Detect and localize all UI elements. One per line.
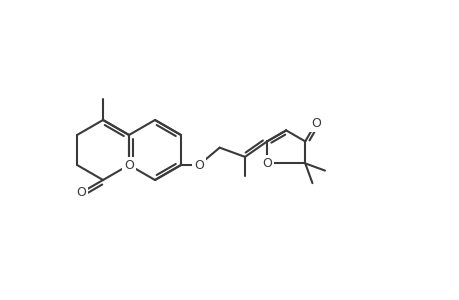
Text: O: O [124,158,134,172]
Text: O: O [310,117,320,130]
Text: O: O [262,157,272,170]
Text: O: O [194,158,203,172]
Text: O: O [76,186,86,199]
